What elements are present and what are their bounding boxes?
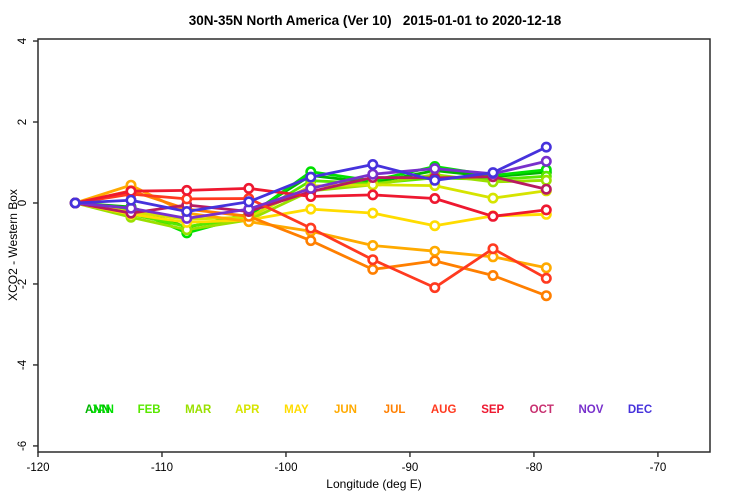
x-tick-label: -120 — [26, 462, 49, 474]
legend-label-OCT: OCT — [530, 404, 554, 416]
series-marker-SEP — [125, 185, 137, 197]
series-marker-NOV — [540, 155, 552, 167]
legend-label-MAR: MAR — [185, 404, 212, 416]
series-marker-MAY — [305, 203, 317, 215]
x-tick-label: -70 — [650, 462, 667, 474]
series-marker-DEC — [487, 167, 499, 179]
x-tick-label: -110 — [151, 462, 173, 474]
y-tick-label: -2 — [17, 279, 29, 289]
series-marker-AUG — [540, 272, 552, 284]
series-marker-JUN — [540, 262, 552, 274]
y-tick-label: -4 — [17, 359, 29, 370]
series-marker-MAR — [540, 174, 552, 186]
series-marker-JUL — [487, 269, 499, 281]
legend-label-JUL: JUL — [384, 404, 406, 416]
series-marker-OCT — [540, 183, 552, 195]
series-marker-NOV — [429, 163, 441, 175]
series-marker-JUL — [305, 235, 317, 247]
series-marker-DEC — [243, 196, 255, 208]
y-axis-label: XCO2 - Western Box — [6, 189, 20, 301]
legend-label-JUN: JUN — [334, 404, 357, 416]
series-marker-AUG — [181, 193, 193, 205]
series-marker-MAY — [429, 220, 441, 232]
y-tick-label: 4 — [17, 37, 29, 44]
series-marker-DEC — [540, 141, 552, 153]
series-marker-DEC — [181, 206, 193, 218]
series-marker-AUG — [367, 254, 379, 266]
series-marker-SEP — [181, 184, 193, 196]
series-marker-JUL — [429, 255, 441, 267]
series-marker-MAY — [367, 207, 379, 219]
x-tick-label: -90 — [402, 462, 419, 474]
series-marker-SEP — [429, 193, 441, 205]
legend-label-ANN: ANN — [85, 404, 110, 416]
legend-label-JAN: JAN — [91, 404, 114, 416]
series-marker-APR — [487, 192, 499, 204]
series-marker-AUG — [429, 282, 441, 294]
series-marker-AUG — [305, 222, 317, 234]
series-marker-JUN — [429, 245, 441, 257]
series-marker-DEC — [429, 174, 441, 186]
series-marker-NOV — [367, 168, 379, 180]
series-marker-SEP — [540, 204, 552, 216]
series-marker-DEC — [125, 194, 137, 206]
series-marker-AUG — [487, 243, 499, 255]
series-marker-SEP — [367, 189, 379, 201]
plot-border — [37, 38, 711, 453]
x-tick-label: -100 — [274, 462, 297, 474]
legend-label-DEC: DEC — [628, 404, 652, 416]
series-marker-DEC — [367, 159, 379, 171]
y-tick-label: 0 — [17, 200, 29, 206]
series-marker-NOV — [305, 182, 317, 194]
series-marker-JUN — [367, 240, 379, 252]
legend-label-NOV: NOV — [578, 404, 603, 416]
y-tick-label: -6 — [17, 441, 29, 451]
series-marker-SEP — [243, 182, 255, 194]
chart-title: 30N-35N North America (Ver 10) 2015-01-0… — [188, 13, 562, 28]
legend-label-MAY: MAY — [284, 404, 309, 416]
series-marker-SEP — [487, 210, 499, 222]
series-marker-DEC — [305, 171, 317, 183]
legend-label-FEB: FEB — [138, 404, 161, 416]
legend-label-APR: APR — [235, 404, 260, 416]
legend-label-SEP: SEP — [481, 404, 504, 416]
x-axis-label: Longitude (deg E) — [326, 477, 422, 491]
series-marker-JUL — [540, 290, 552, 302]
y-tick-label: 2 — [17, 119, 29, 125]
legend-label-AUG: AUG — [431, 404, 457, 416]
series-marker-DEC — [69, 197, 81, 209]
x-tick-label: -80 — [526, 462, 543, 474]
series-marker-JUL — [367, 263, 379, 275]
